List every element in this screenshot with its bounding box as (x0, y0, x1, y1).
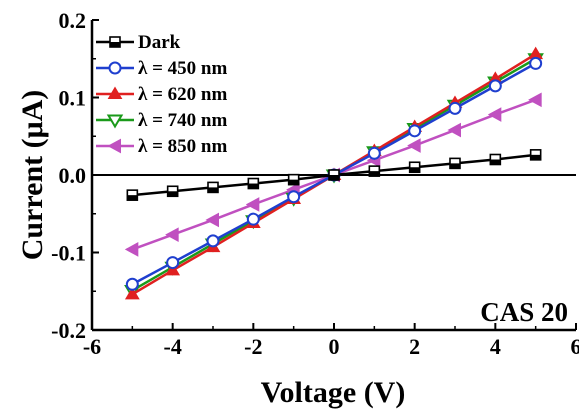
legend-label-1: λ = 450 nm (138, 58, 227, 79)
legend-label-4: λ = 850 nm (138, 136, 227, 157)
y-tick-label: -0.1 (51, 241, 86, 266)
x-tick-label: 0 (329, 334, 340, 359)
series-0-point-5 (328, 169, 340, 181)
series-0-point-4 (287, 173, 300, 186)
series-0-point-10 (529, 149, 542, 161)
legend-entry-2: λ = 620 nm (96, 84, 227, 105)
legend-marker-3 (106, 114, 124, 129)
series-1-point-4 (287, 190, 301, 204)
plot-layer (92, 46, 576, 300)
series-2-point-0 (124, 286, 140, 300)
series-0-point-1 (166, 185, 179, 198)
legend-marker-0 (109, 36, 121, 48)
annotation-label: CAS 20 (480, 297, 568, 327)
series-4-point-1 (165, 227, 179, 243)
series-0-point-6 (368, 165, 381, 177)
legend-entry-1: λ = 450 nm (96, 58, 227, 79)
x-tick-label: 4 (490, 334, 501, 359)
series-1-point-1 (166, 256, 180, 270)
x-axis-title: Voltage (V) (261, 376, 406, 409)
legend-label-0: Dark (138, 32, 181, 53)
series-4-point-9 (487, 107, 502, 122)
legend-entry-4: λ = 850 nm (96, 136, 227, 157)
legend-marker-4 (107, 138, 121, 154)
legend-entry-3: λ = 740 nm (96, 110, 227, 131)
series-4-point-7 (407, 138, 421, 153)
series-4-point-3 (245, 197, 260, 212)
series-0 (126, 149, 542, 201)
y-tick-label: -0.2 (51, 318, 86, 343)
x-tick-label: -6 (83, 334, 101, 359)
series-4-point-10 (528, 92, 542, 108)
series-1-point-0 (125, 277, 139, 291)
series-1-point-2 (206, 234, 220, 248)
series-1-point-6 (367, 146, 381, 160)
legend-label-3: λ = 740 nm (138, 110, 227, 131)
x-tick-label: 6 (571, 334, 579, 359)
legend-marker-2 (107, 86, 123, 99)
series-0-point-8 (449, 157, 461, 170)
series-4-point-8 (447, 122, 461, 138)
series-2-point-1 (165, 262, 181, 276)
series-0-point-3 (247, 177, 260, 190)
legend: Dark λ = 450 nm λ = 620 nm λ = 740 nm λ = 85… (96, 32, 227, 157)
y-axis-title: Current (μA) (16, 90, 49, 261)
legend-marker-1 (108, 61, 122, 75)
series-1-point-7 (408, 124, 422, 138)
series-1-point-9 (488, 79, 502, 93)
series-4-point-2 (205, 212, 219, 228)
series-0-point-2 (207, 181, 219, 194)
x-tick-label: -2 (244, 334, 262, 359)
y-tick-label: 0.2 (59, 8, 87, 33)
legend-entry-0: Dark (96, 32, 181, 53)
x-tick-label: -4 (164, 334, 182, 359)
axes-layer: -6 -4 -2 0 2 4 6 -0.2 -0.1 0.0 0.1 0.2 (51, 8, 579, 359)
series-1-point-8 (448, 101, 462, 115)
series-4-point-0 (124, 242, 139, 257)
legend-label-2: λ = 620 nm (138, 84, 227, 105)
series-0-point-9 (489, 153, 502, 166)
series-1-point-10 (529, 56, 543, 70)
x-tick-label: 2 (409, 334, 420, 359)
y-tick-label: 0.0 (59, 163, 87, 188)
y-tick-label: 0.1 (59, 86, 87, 111)
series-1-point-3 (246, 212, 260, 226)
series-0-point-0 (126, 189, 139, 201)
series-0-point-7 (408, 161, 421, 174)
